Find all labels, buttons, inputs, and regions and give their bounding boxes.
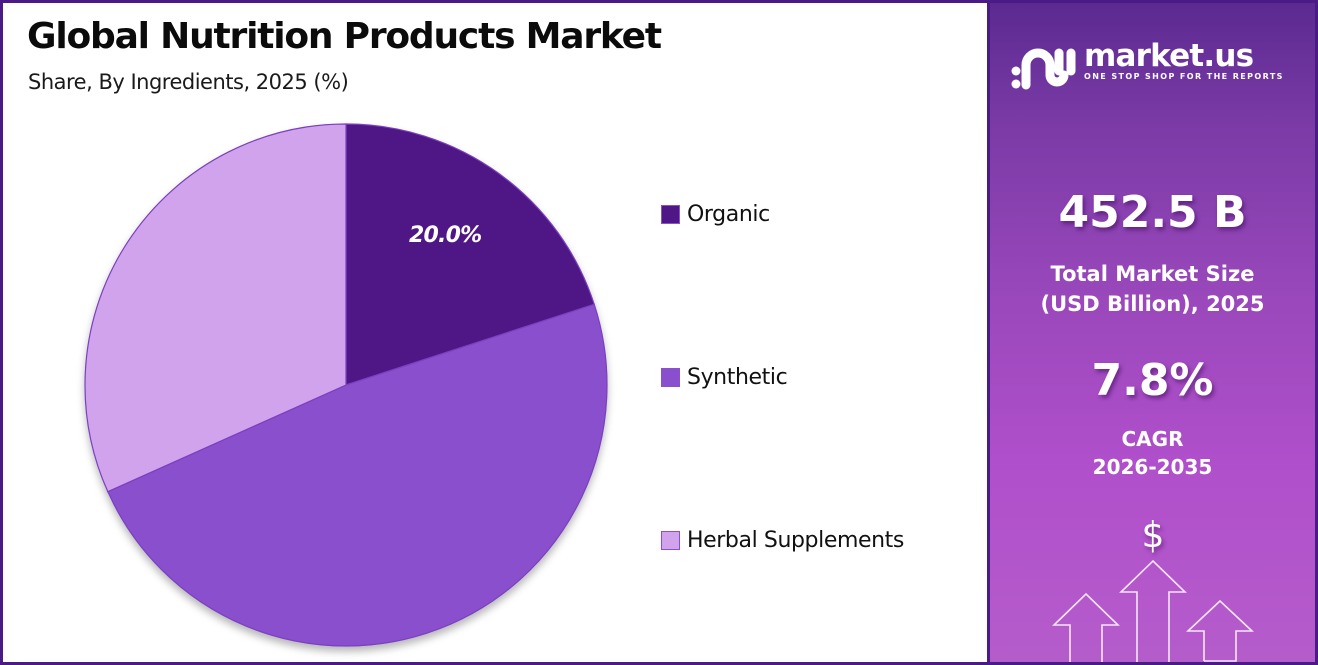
organic-slice-label: 20.0% bbox=[409, 223, 482, 248]
pie-slice-organic[interactable] bbox=[345, 123, 595, 386]
legend-label-herbal-supplements: Herbal Supplements bbox=[687, 528, 904, 553]
pie-slice-synthetic[interactable] bbox=[106, 303, 608, 647]
cagr-value: 7.8% bbox=[1091, 355, 1214, 406]
legend-label-synthetic: Synthetic bbox=[687, 365, 788, 390]
market-size-caption-line2: (USD Billion), 2025 bbox=[1040, 292, 1265, 316]
logo-name: market.us bbox=[1084, 38, 1254, 74]
chart-title: Global Nutrition Products Market bbox=[27, 16, 662, 57]
cagr-caption-line1: CAGR bbox=[1121, 427, 1184, 451]
stats-side-panel: market.us ONE STOP SHOP FOR THE REPORTS … bbox=[987, 0, 1318, 665]
market-us-logo[interactable]: market.us ONE STOP SHOP FOR THE REPORTS bbox=[1010, 41, 1284, 93]
cagr-caption-line2: 2026-2035 bbox=[1092, 455, 1213, 479]
legend-item-organic[interactable]: Organic bbox=[661, 202, 770, 227]
pie-svg bbox=[84, 123, 608, 647]
legend-item-synthetic[interactable]: Synthetic bbox=[661, 365, 788, 390]
legend-swatch-synthetic bbox=[661, 368, 680, 387]
dollar-icon: $ bbox=[1141, 515, 1165, 556]
legend-swatch-organic bbox=[661, 205, 680, 224]
pie-chart: 20.0% bbox=[84, 123, 608, 647]
legend-item-herbal-supplements[interactable]: Herbal Supplements bbox=[661, 528, 904, 553]
market-size-value: 452.5 B bbox=[1058, 187, 1247, 238]
market-us-logo-icon bbox=[1011, 48, 1076, 90]
chart-subtitle: Share, By Ingredients, 2025 (%) bbox=[28, 70, 349, 94]
market-size-caption-line1: Total Market Size bbox=[1050, 262, 1255, 286]
pie-slice-herbal-supplements[interactable] bbox=[84, 123, 347, 493]
growth-arrows-icon bbox=[1052, 559, 1255, 662]
market-size-caption: Total Market Size (USD Billion), 2025 bbox=[990, 259, 1315, 319]
logo-tagline: ONE STOP SHOP FOR THE REPORTS bbox=[1084, 72, 1284, 81]
pie-slices bbox=[84, 123, 608, 647]
legend-swatch-herbal-supplements bbox=[661, 531, 680, 550]
cagr-caption: CAGR 2026-2035 bbox=[990, 425, 1315, 481]
legend-label-organic: Organic bbox=[687, 202, 770, 227]
